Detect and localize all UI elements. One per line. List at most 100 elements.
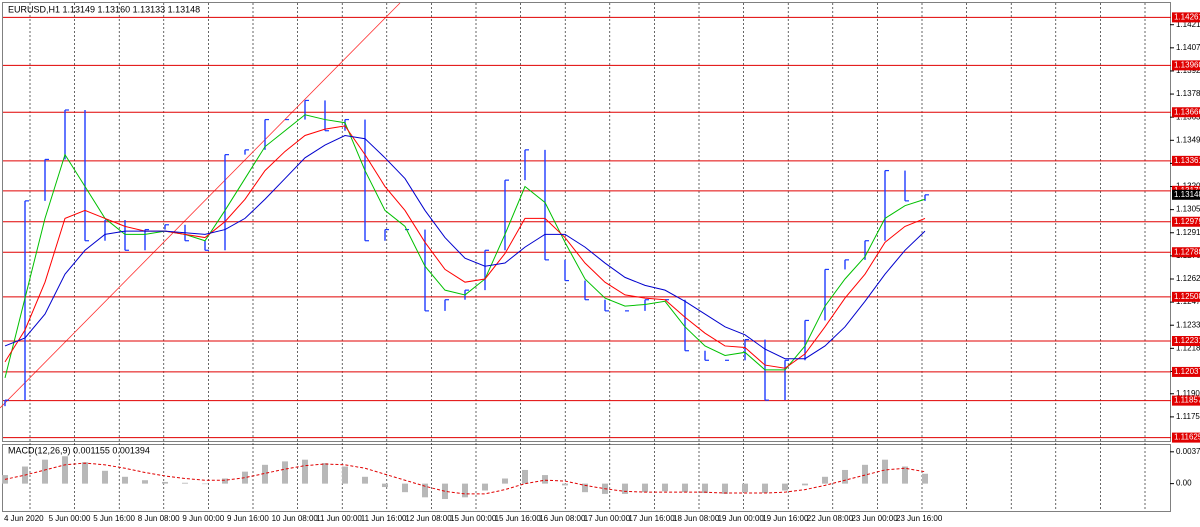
series-line bbox=[4, 114, 926, 378]
histogram-bar bbox=[142, 480, 148, 484]
x-tick-label: 18 Jun 08:00 bbox=[673, 514, 720, 523]
histogram-bar bbox=[262, 464, 268, 484]
level-tag bbox=[1172, 366, 1200, 377]
x-tick-label: 22 Jun 08:00 bbox=[807, 514, 854, 523]
histogram-bar bbox=[342, 466, 348, 484]
histogram-bar bbox=[662, 483, 668, 492]
level-tag bbox=[1172, 155, 1200, 166]
histogram-bar bbox=[362, 476, 368, 484]
histogram-bar bbox=[682, 483, 688, 493]
histogram-bar bbox=[382, 483, 388, 488]
histogram-bar bbox=[42, 459, 48, 484]
histogram-bar bbox=[622, 483, 628, 494]
macd-title: MACD(12,26,9) 0.001155 0.001394 bbox=[8, 445, 150, 455]
histogram-bar bbox=[762, 483, 768, 494]
histogram-bar bbox=[802, 483, 808, 486]
last-price-tag bbox=[1172, 189, 1200, 200]
y-tick-label: 1.12620 bbox=[1176, 274, 1200, 283]
y-tick-label: 1.12330 bbox=[1176, 320, 1200, 329]
histogram-bar bbox=[462, 483, 468, 498]
level-label: 1.12979 bbox=[1174, 217, 1200, 226]
x-tick-label: 10 Jun 08:00 bbox=[272, 514, 319, 523]
level-label: 1.12037 bbox=[1174, 367, 1200, 376]
level-label: 1.11857 bbox=[1174, 396, 1200, 405]
level-label: 1.12508 bbox=[1174, 292, 1200, 301]
level-tag bbox=[1172, 12, 1200, 23]
y-tick-label: 0.00 bbox=[1176, 479, 1192, 488]
histogram-bar bbox=[102, 470, 108, 484]
histogram-bar bbox=[182, 482, 188, 484]
histogram-bar bbox=[842, 469, 848, 484]
histogram-bar bbox=[902, 466, 908, 484]
histogram-bar bbox=[82, 462, 88, 484]
histogram-bar bbox=[242, 471, 248, 484]
histogram-bar bbox=[442, 483, 448, 500]
histogram-bar bbox=[782, 483, 788, 491]
y-tick-label: 1.14070 bbox=[1176, 43, 1200, 52]
series-line bbox=[4, 134, 926, 360]
histogram-bar bbox=[582, 483, 588, 493]
x-tick-label: 8 Jun 08:00 bbox=[138, 514, 180, 523]
histogram-bar bbox=[642, 483, 648, 493]
x-tick-label: 17 Jun 00:00 bbox=[584, 514, 631, 523]
histogram-bar bbox=[522, 469, 528, 484]
histogram-bar bbox=[862, 464, 868, 484]
histogram-bar bbox=[422, 483, 428, 498]
x-tick-label: 11 Jun 16:00 bbox=[361, 514, 407, 523]
level-tag bbox=[1172, 336, 1200, 346]
y-tick-label: 1.12910 bbox=[1176, 228, 1200, 237]
y-tick-label: 1.11755 bbox=[1176, 412, 1200, 421]
histogram-bar bbox=[162, 481, 168, 484]
histogram-bar bbox=[562, 483, 568, 486]
histogram-bar bbox=[222, 478, 228, 484]
x-tick-label: 9 Jun 16:00 bbox=[227, 514, 269, 523]
x-tick-label: 5 Jun 16:00 bbox=[93, 514, 135, 523]
level-tag bbox=[1172, 60, 1200, 71]
histogram-bar bbox=[822, 476, 828, 484]
y-tick-label: 1.13780 bbox=[1176, 89, 1200, 98]
y-tick-label: 1.13055 bbox=[1176, 205, 1200, 214]
histogram-bar bbox=[202, 483, 208, 485]
level-label: 1.13960 bbox=[1174, 60, 1200, 69]
series-line bbox=[4, 462, 926, 495]
x-tick-label: 5 Jun 00:00 bbox=[49, 514, 91, 523]
x-tick-label: 19 Jun 16:00 bbox=[762, 514, 809, 523]
y-tick-label: 1.14215 bbox=[1176, 20, 1200, 29]
x-tick-label: 19 Jun 00:00 bbox=[718, 514, 765, 523]
histogram-bar bbox=[2, 475, 8, 484]
level-label: 1.12788 bbox=[1174, 247, 1200, 256]
level-tag bbox=[1172, 291, 1200, 302]
histogram-bar bbox=[62, 456, 68, 484]
x-tick-label: 23 Jun 16:00 bbox=[896, 514, 943, 523]
y-tick-label: 0.003721 bbox=[1176, 447, 1200, 456]
histogram-bar bbox=[322, 463, 328, 484]
histogram-bar bbox=[122, 476, 128, 484]
level-tag bbox=[1172, 247, 1200, 258]
x-tick-label: 4 Jun 2020 bbox=[4, 514, 44, 523]
last-price-label: 1.13148 bbox=[1174, 190, 1200, 199]
y-tick-label: 1.12185 bbox=[1176, 343, 1200, 352]
y-tick-label: 1.11900 bbox=[1176, 389, 1200, 398]
x-tick-label: 17 Jun 16:00 bbox=[628, 514, 675, 523]
histogram-bar bbox=[702, 483, 708, 494]
histogram-bar bbox=[542, 475, 548, 484]
grid bbox=[29, 3, 1146, 511]
x-tick-label: 15 Jun 16:00 bbox=[495, 514, 542, 523]
level-label: 1.13666 bbox=[1174, 107, 1200, 116]
level-label: 1.11625 bbox=[1174, 433, 1200, 442]
histogram-bar bbox=[282, 461, 288, 484]
level-tag bbox=[1172, 216, 1200, 227]
x-tick-label: 11 Jun 00:00 bbox=[316, 514, 362, 523]
x-tick-label: 16 Jun 08:00 bbox=[539, 514, 586, 523]
histogram-bar bbox=[482, 483, 488, 491]
level-tag bbox=[1172, 395, 1200, 406]
x-tick-label: 12 Jun 08:00 bbox=[405, 514, 452, 523]
chart-title: EURUSD,H1 1.13149 1.13160 1.13133 1.1314… bbox=[8, 4, 200, 14]
level-tag bbox=[1172, 107, 1200, 118]
x-tick-label: 15 Jun 00:00 bbox=[450, 514, 497, 523]
y-tick-label: 1.13490 bbox=[1176, 135, 1200, 144]
